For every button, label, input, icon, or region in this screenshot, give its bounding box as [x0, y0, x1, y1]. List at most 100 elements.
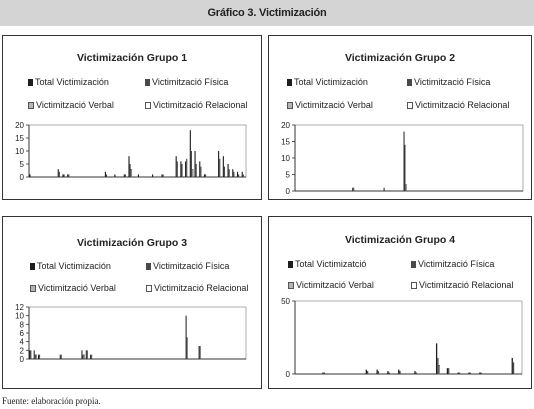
- bar: [29, 350, 31, 359]
- bar: [190, 151, 193, 177]
- bar: [404, 144, 406, 191]
- legend-item-relacional: Victimització Relacional: [146, 283, 248, 293]
- y-tick-label: 6: [20, 329, 25, 338]
- bar: [233, 171, 235, 177]
- y-tick-label: 20: [281, 121, 290, 130]
- bar: [227, 164, 229, 177]
- y-tick-label: 5: [20, 160, 25, 169]
- bar: [511, 357, 513, 374]
- y-tick-label: 5: [286, 171, 291, 180]
- legend-item-total: Total Victimización: [30, 261, 111, 271]
- bar: [137, 174, 139, 177]
- figure-title: Gráfico 3. Victimización: [0, 0, 534, 26]
- y-tick-label: 0: [286, 187, 291, 196]
- legend-swatch: [145, 78, 150, 86]
- legend-label: Total Victimización: [37, 261, 111, 271]
- chart-panel-grupo-1: Victimización Grupo 1 Total Victimizació…: [2, 35, 262, 200]
- bar: [29, 174, 31, 177]
- bar: [59, 354, 61, 359]
- bar: [352, 187, 354, 191]
- legend-item-fisica: Victimització Física: [146, 261, 229, 271]
- bar: [68, 174, 70, 177]
- chart-title: Victimización Grupo 4: [344, 234, 456, 246]
- legend-label: Victimització Verbal: [38, 283, 116, 293]
- bar: [199, 346, 201, 359]
- bar: [414, 371, 416, 374]
- legend-label: Victimització Verbal: [296, 280, 374, 290]
- bar: [152, 174, 154, 177]
- chart-title: Victimización Grupo 3: [76, 237, 188, 249]
- bar: [398, 369, 400, 374]
- bar: [238, 174, 240, 177]
- bar: [81, 350, 83, 359]
- bar: [435, 343, 438, 374]
- bar: [180, 161, 182, 177]
- legend-swatch: [145, 101, 151, 109]
- legend-label: Victimització Relacional: [419, 280, 514, 290]
- bar: [480, 372, 482, 374]
- bar: [85, 350, 87, 359]
- bar: [35, 354, 37, 360]
- bar: [468, 372, 470, 374]
- bar: [30, 350, 32, 359]
- bar: [322, 372, 324, 374]
- bar: [232, 169, 234, 177]
- bar: [39, 354, 41, 359]
- legend-item-verbal: Victimització Verbal: [287, 100, 373, 110]
- legend-swatch: [407, 78, 412, 86]
- bar: [128, 156, 130, 177]
- y-tick-label: 10: [15, 147, 24, 156]
- plot-area: [294, 124, 524, 192]
- bar: [83, 354, 85, 360]
- bar: [242, 174, 244, 177]
- bar: [218, 151, 220, 177]
- legend-swatch: [30, 262, 35, 270]
- bar: [383, 187, 385, 191]
- y-tick-label: 8: [20, 320, 25, 329]
- bar: [104, 171, 106, 177]
- legend-swatch: [287, 78, 292, 86]
- legend-item-total: Total Victimización: [28, 77, 109, 87]
- bar: [479, 372, 481, 374]
- bar: [181, 164, 183, 177]
- source-note: Fuente: elaboración propia.: [2, 396, 101, 406]
- bar: [185, 161, 187, 177]
- y-tick-label: 0: [286, 370, 291, 379]
- bar: [236, 171, 239, 177]
- bar-chart-grupo-1: 0 5 10 15 20: [15, 121, 247, 182]
- plot-area: [28, 124, 247, 178]
- legend-item-total: Total Victimización: [287, 77, 368, 87]
- bar: [205, 174, 207, 177]
- bar: [162, 174, 164, 177]
- bar: [34, 354, 36, 359]
- legend-item-relacional: Victimització Relacional: [411, 280, 513, 290]
- legend-label: Victimització Física: [152, 77, 229, 87]
- bar: [123, 174, 125, 177]
- y-tick-label: 15: [15, 134, 24, 143]
- chart-title: Victimización Grupo 2: [344, 52, 456, 64]
- legend-swatch: [288, 260, 293, 268]
- legend-item-relacional: Victimització Relacional: [145, 100, 247, 110]
- bar: [405, 184, 407, 192]
- y-tick-label: 50: [281, 297, 290, 306]
- bar-chart-grupo-2: 0 5 10 15 20: [281, 121, 524, 196]
- y-tick-label: 0: [20, 173, 25, 182]
- bar: [185, 315, 187, 359]
- chart-panel-grupo-2: Victimización Grupo 2 Total Victimizació…: [268, 35, 532, 200]
- legend-label: Victimització Relacional: [415, 100, 510, 110]
- chart-panel-grupo-4: Victimización Grupo 4 Total Victimizatci…: [268, 216, 532, 389]
- bar: [38, 354, 40, 359]
- bar: [114, 174, 116, 177]
- bar: [438, 365, 441, 375]
- bar: [195, 164, 197, 177]
- y-tick-label: 20: [15, 121, 24, 130]
- bar: [377, 371, 380, 374]
- bar: [91, 354, 93, 359]
- legend-item-verbal: Victimització Verbal: [30, 283, 116, 293]
- bar: [403, 131, 405, 191]
- legend-label: Victimització Relacional: [154, 283, 249, 293]
- bar: [200, 166, 202, 177]
- legend-label: Total Victimización: [294, 77, 368, 87]
- legend-item-fisica: Victimització Física: [407, 77, 490, 87]
- legend-item-verbal: Victimització Verbal: [288, 280, 374, 290]
